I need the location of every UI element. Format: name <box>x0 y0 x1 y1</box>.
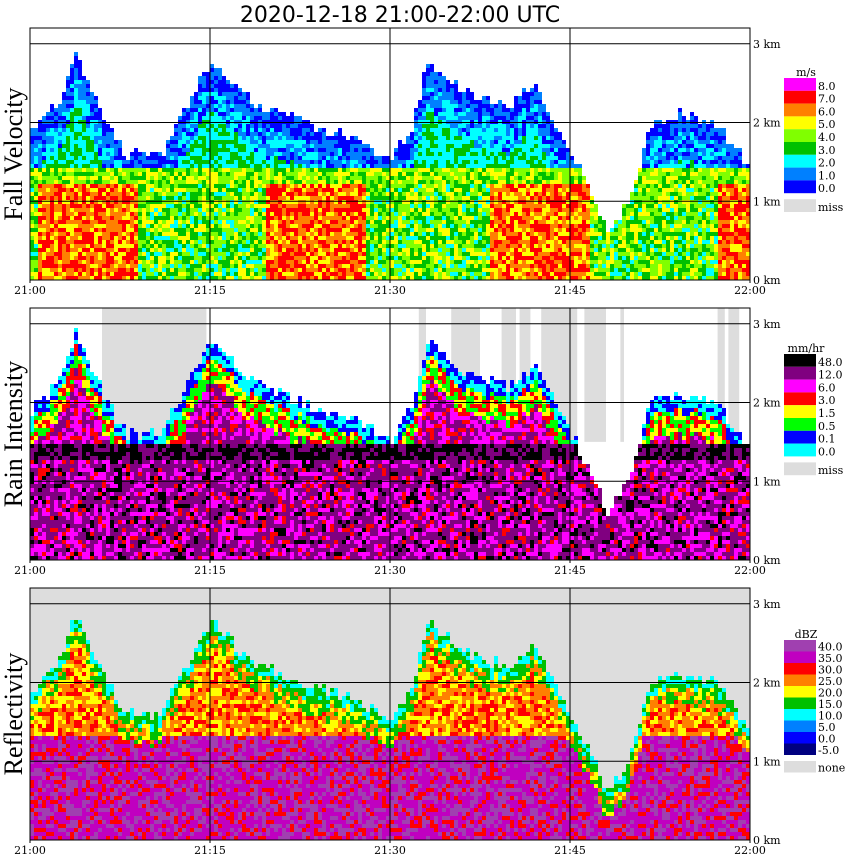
legend-swatch <box>784 462 816 475</box>
legend-swatch <box>784 721 816 733</box>
legend-label: miss <box>818 464 844 477</box>
y-tick-label: 3 km <box>753 318 781 331</box>
legend-swatch <box>784 640 816 652</box>
legend-swatch <box>784 168 816 181</box>
y-axis-label: Fall Velocity <box>0 87 28 220</box>
legend-swatch <box>784 744 816 756</box>
y-tick-label: 0 km <box>753 554 781 567</box>
legend-swatch <box>784 418 816 431</box>
legend-label: 0.1 <box>818 433 836 446</box>
legend-label: 6.0 <box>818 105 836 118</box>
y-tick-label: 2 km <box>753 397 781 410</box>
y-tick-label: 1 km <box>753 755 781 768</box>
y-axis-label: Reflectivity <box>0 653 28 776</box>
panel-0: 21:00 21:15 21:30 21:45 22:000 km1 km2 km3 k… <box>0 28 844 297</box>
x-tick-label: 21:45 <box>554 844 586 857</box>
panel-2: 21:00 21:15 21:30 21:45 22:000 km1 km2 km3 k… <box>0 588 845 857</box>
legend-label: 48.0 <box>818 356 843 369</box>
legend-swatch <box>784 405 816 418</box>
legend-swatch <box>784 431 816 444</box>
legend-label: 7.0 <box>818 93 836 106</box>
x-tick-label: 21:00 <box>14 844 46 857</box>
legend-swatch <box>784 392 816 405</box>
legend-swatch <box>784 78 816 91</box>
legend-unit: mm/hr <box>788 342 826 355</box>
x-tick-label: 21:45 <box>554 284 586 297</box>
x-tick-label: 21:30 <box>374 284 406 297</box>
legend-swatch <box>784 675 816 687</box>
legend-label: 8.0 <box>818 80 836 93</box>
y-axis-label: Rain Intensity <box>0 361 28 508</box>
legend-label: 0.5 <box>818 420 836 433</box>
y-tick-label: 3 km <box>753 598 781 611</box>
panels: 21:00 21:15 21:30 21:45 22:000 km1 km2 km3 k… <box>0 28 845 857</box>
y-tick-label: 0 km <box>753 274 781 287</box>
y-tick-label: 1 km <box>753 195 781 208</box>
y-tick-label: 2 km <box>753 677 781 690</box>
x-tick-label: 21:30 <box>374 564 406 577</box>
legend-swatch <box>784 709 816 721</box>
x-tick-label: 21:00 <box>14 564 46 577</box>
y-tick-label: 1 km <box>753 475 781 488</box>
legend-unit: dBZ <box>795 628 818 641</box>
x-tick-label: 21:00 <box>14 284 46 297</box>
figure-title: 2020-12-18 21:00-22:00 UTC <box>240 3 560 28</box>
legend-unit: m/s <box>796 66 816 79</box>
legend-swatch <box>784 686 816 698</box>
legend-label: 2.0 <box>818 157 836 170</box>
legend-swatch <box>784 663 816 675</box>
panel-1: 21:00 21:15 21:30 21:45 22:000 km1 km2 km3 k… <box>0 308 844 577</box>
x-tick-label: 21:15 <box>194 564 226 577</box>
miss-region <box>620 308 624 442</box>
legend-swatch <box>784 354 816 367</box>
x-tick-label: 21:45 <box>554 564 586 577</box>
legend-label: 6.0 <box>818 381 836 394</box>
legend-label: 5.0 <box>818 118 836 131</box>
legend-swatch <box>784 698 816 710</box>
x-tick-label: 21:15 <box>194 844 226 857</box>
x-tick-label: 21:30 <box>374 844 406 857</box>
y-tick-label: 2 km <box>753 117 781 130</box>
x-tick-label: 21:15 <box>194 284 226 297</box>
legend-label: 4.0 <box>818 131 836 144</box>
legend-swatch <box>784 761 816 773</box>
legend-label: 1.0 <box>818 169 836 182</box>
miss-region <box>584 308 606 442</box>
legend-label: -5.0 <box>818 744 839 757</box>
legend-label: 0.0 <box>818 182 836 195</box>
legend-swatch <box>784 199 816 212</box>
legend-swatch <box>784 180 816 193</box>
legend-label: 3.0 <box>818 394 836 407</box>
legend-label: 0.0 <box>818 445 836 458</box>
legend-label: miss <box>818 201 844 214</box>
legend-swatch <box>784 732 816 744</box>
legend-label: 3.0 <box>818 144 836 157</box>
y-tick-label: 3 km <box>753 38 781 51</box>
legend-swatch <box>784 129 816 142</box>
legend-swatch <box>784 380 816 393</box>
legend-swatch <box>784 116 816 129</box>
legend-swatch <box>784 91 816 104</box>
legend-swatch <box>784 155 816 168</box>
y-tick-label: 0 km <box>753 834 781 847</box>
legend-swatch <box>784 104 816 117</box>
legend-swatch <box>784 652 816 664</box>
legend-label: 1.5 <box>818 407 836 420</box>
legend-label: 12.0 <box>818 369 843 382</box>
legend-swatch <box>784 444 816 457</box>
legend-label: none <box>818 762 845 775</box>
legend-swatch <box>784 367 816 380</box>
legend-swatch <box>784 142 816 155</box>
miss-region <box>728 308 739 442</box>
